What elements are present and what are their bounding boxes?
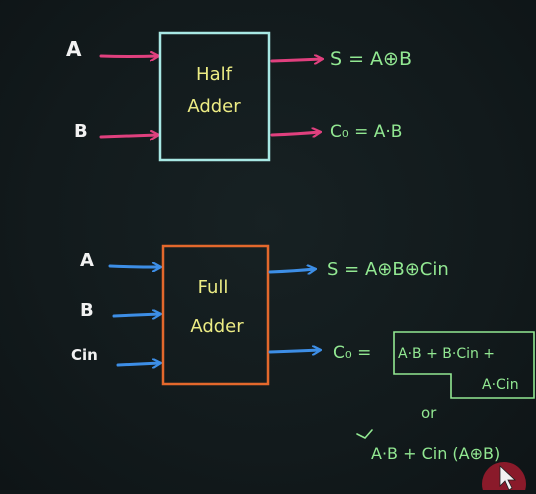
full-adder-carry-alt-expr: A·B + Cin (A⊕B) [371, 444, 500, 463]
full-adder-or-word: or [421, 404, 437, 422]
full-adder-input-a-arrow [108, 266, 160, 267]
half-adder-input-b-label: B [74, 121, 88, 142]
full-adder-diagram: A B Cin Full Adder S = A⊕B⊕Cin C₀ = A·B … [71, 244, 535, 463]
full-adder-input-a-label: A [80, 250, 94, 271]
half-adder-input-a-arrow [99, 56, 158, 57]
half-adder-label-line1: Half [196, 64, 233, 85]
full-adder-carry-expr-line1: A·B + B·Cin + [398, 346, 495, 362]
full-adder-carry-expr-border [393, 331, 535, 399]
full-adder-input-b-label: B [80, 300, 94, 321]
full-adder-label-line2: Adder [190, 316, 244, 337]
full-adder-sum-output: S = A⊕B⊕Cin [327, 259, 449, 280]
half-adder-diagram: A B Half Adder S = A⊕B C₀ = A·B [66, 31, 412, 162]
half-adder-label-line2: Adder [187, 96, 241, 117]
half-adder-sum-arrow [270, 59, 322, 61]
full-adder-sum-arrow [268, 269, 315, 272]
full-adder-input-cin-arrow [116, 363, 160, 365]
half-adder-carry-output: C₀ = A·B [330, 122, 402, 142]
full-adder-label-line1: Full [198, 277, 229, 298]
full-adder-carry-eq: C₀ = [333, 343, 371, 363]
full-adder-input-b-arrow [112, 314, 160, 316]
full-adder-box [161, 244, 270, 386]
half-adder-carry-arrow [270, 132, 320, 135]
half-adder-box [158, 31, 271, 162]
full-adder-carry-arrow [268, 350, 320, 352]
half-adder-input-b-arrow [99, 135, 158, 137]
half-adder-input-a-label: A [66, 37, 82, 61]
pen-cursor-icon [482, 462, 526, 494]
half-adder-sum-output: S = A⊕B [330, 48, 412, 70]
full-adder-carry-expr-line2: A·Cin [482, 377, 519, 393]
full-adder-input-cin-label: Cin [71, 346, 98, 364]
check-mark-icon [356, 429, 373, 439]
